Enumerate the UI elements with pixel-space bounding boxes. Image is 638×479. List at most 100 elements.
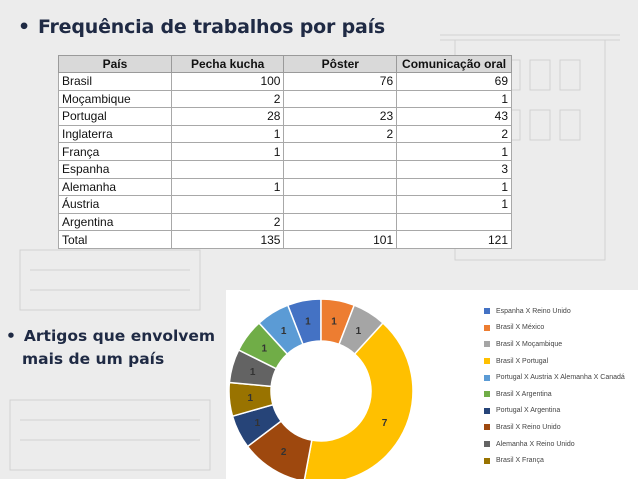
legend-swatch bbox=[484, 407, 490, 414]
slice-data-label: 1 bbox=[331, 317, 337, 328]
table-row: Moçambique 2 1 bbox=[58, 89, 512, 109]
bullet-line-1: Artigos que envolvem bbox=[23, 327, 216, 345]
table-row: Áustria 1 bbox=[58, 195, 512, 214]
slice-data-label: 1 bbox=[250, 367, 256, 378]
table-cell: 2 bbox=[396, 124, 512, 144]
slice-data-label: 7 bbox=[382, 418, 388, 429]
slice-data-label: 1 bbox=[356, 326, 362, 337]
table-total-row: Total 135 101 121 bbox=[58, 230, 512, 249]
frequency-table: País Pecha kucha Pôster Comunicação oral… bbox=[58, 55, 512, 249]
table-row: Portugal 28 23 43 bbox=[58, 107, 512, 126]
legend-swatch bbox=[484, 341, 490, 348]
chart-legend: Espanha X Reino Unido Brasil X México Bras… bbox=[484, 303, 634, 469]
slice-data-label: 2 bbox=[281, 447, 287, 458]
bullet-dot: • bbox=[18, 16, 30, 38]
legend-item: Brasil X México bbox=[484, 320, 634, 337]
legend-label: Portugal X Austria X Alemanha X Canadá bbox=[496, 374, 625, 382]
bullet-line-2: mais de um país bbox=[22, 350, 165, 368]
table-cell bbox=[283, 159, 398, 179]
table-row: Alemanha 1 1 bbox=[58, 177, 512, 197]
table-cell: 1 bbox=[396, 89, 512, 109]
donut-chart-panel: 1 1 1 7 2 1 1 1 1 1 Espanha X Reino Unido Brasil X… bbox=[226, 290, 638, 479]
donut-slice bbox=[257, 304, 304, 356]
legend-item: Espanha X Reino Unido bbox=[484, 303, 634, 320]
table-row: França 1 1 bbox=[58, 142, 512, 161]
table-cell: 1 bbox=[170, 177, 285, 197]
legend-item: Brasil X Argentina bbox=[484, 386, 634, 403]
legend-item: Brasil X Reino Unido bbox=[484, 419, 634, 436]
legend-swatch bbox=[484, 424, 490, 431]
legend-swatch bbox=[484, 441, 490, 448]
table-cell bbox=[283, 212, 398, 232]
heading: • Frequência de trabalhos por país bbox=[18, 16, 385, 38]
country-cell: Inglaterra bbox=[58, 124, 172, 144]
legend-swatch bbox=[484, 324, 490, 331]
table-cell: 3 bbox=[396, 159, 512, 179]
legend-item: Brasil X França bbox=[484, 452, 634, 469]
legend-swatch bbox=[484, 457, 490, 464]
legend-swatch bbox=[484, 358, 490, 365]
legend-label: Brasil X Portugal bbox=[496, 357, 549, 365]
country-cell: Moçambique bbox=[58, 89, 172, 109]
country-cell: Brasil bbox=[58, 72, 172, 91]
table-cell bbox=[283, 142, 398, 161]
donut-slice bbox=[303, 321, 414, 479]
country-cell: Alemanha bbox=[58, 177, 172, 197]
slice-data-label: 1 bbox=[255, 418, 261, 429]
table-cell: 1 bbox=[170, 124, 285, 144]
table-header-row: País Pecha kucha Pôster Comunicação oral bbox=[58, 55, 512, 73]
legend-label: Brasil X Argentina bbox=[496, 390, 552, 398]
legend-label: Brasil X França bbox=[496, 457, 544, 465]
total-cell: 121 bbox=[396, 230, 512, 249]
bullet-dot: • bbox=[6, 327, 16, 345]
table-cell: 1 bbox=[396, 177, 512, 197]
table-cell: 76 bbox=[283, 72, 398, 91]
table-cell: 100 bbox=[170, 72, 285, 91]
slice-data-label: 1 bbox=[262, 344, 268, 355]
total-cell: 101 bbox=[283, 230, 398, 249]
country-cell: Espanha bbox=[58, 159, 172, 179]
legend-item: Alemanha X Reino Unido bbox=[484, 436, 634, 453]
country-cell: Argentina bbox=[58, 212, 172, 232]
legend-item: Portugal X Austria X Alemanha X Canadá bbox=[484, 369, 634, 386]
slice-data-label: 1 bbox=[305, 317, 311, 328]
table-cell bbox=[283, 177, 398, 197]
legend-item: Brasil X Moçambique bbox=[484, 336, 634, 353]
table-row: Inglaterra 1 2 2 bbox=[58, 124, 512, 144]
country-cell: Áustria bbox=[58, 195, 172, 214]
legend-swatch bbox=[484, 308, 490, 315]
table-cell bbox=[170, 195, 285, 214]
table-cell: 23 bbox=[283, 107, 398, 126]
table-cell bbox=[396, 212, 512, 232]
table-cell: 69 bbox=[396, 72, 512, 91]
legend-item: Portugal X Argentina bbox=[484, 403, 634, 420]
table-row: Argentina 2 bbox=[58, 212, 512, 232]
legend-swatch bbox=[484, 391, 490, 398]
legend-label: Alemanha X Reino Unido bbox=[496, 440, 575, 448]
total-label-cell: Total bbox=[58, 230, 172, 249]
table-cell: 2 bbox=[170, 89, 285, 109]
table-cell bbox=[170, 159, 285, 179]
table-row: Brasil 100 76 69 bbox=[58, 72, 512, 91]
column-header: Pecha kucha bbox=[170, 55, 285, 73]
legend-label: Brasil X Reino Unido bbox=[496, 423, 561, 431]
legend-label: Portugal X Argentina bbox=[496, 407, 561, 415]
legend-label: Brasil X México bbox=[496, 324, 545, 332]
table-cell: 2 bbox=[170, 212, 285, 232]
table-cell bbox=[283, 195, 398, 214]
legend-swatch bbox=[484, 374, 490, 381]
slice-data-label: 1 bbox=[281, 326, 287, 337]
legend-item: Brasil X Portugal bbox=[484, 353, 634, 370]
table-cell: 28 bbox=[170, 107, 285, 126]
country-cell: França bbox=[58, 142, 172, 161]
table-cell bbox=[283, 89, 398, 109]
table-row: Espanha 3 bbox=[58, 159, 512, 179]
table-cell: 43 bbox=[396, 107, 512, 126]
column-header: Comunicação oral bbox=[396, 55, 512, 73]
column-header: País bbox=[58, 55, 172, 73]
column-header: Pôster bbox=[283, 55, 398, 73]
donut-chart: 1 1 1 7 2 1 1 1 1 1 bbox=[228, 298, 414, 479]
table-cell: 2 bbox=[283, 124, 398, 144]
multi-country-bullet: • Artigos que envolvem mais de um país bbox=[6, 325, 215, 371]
slice-data-label: 1 bbox=[248, 393, 254, 404]
